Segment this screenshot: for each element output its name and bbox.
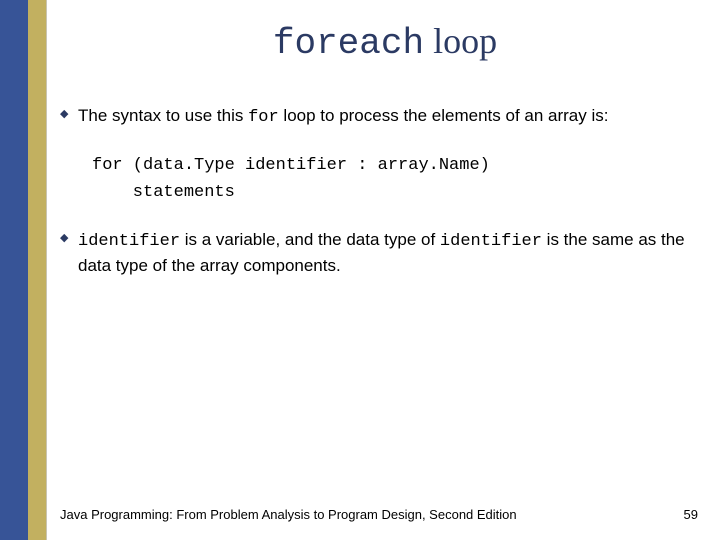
code-block: for (data.Type identifier : array.Name) …	[92, 152, 710, 206]
decorative-stripe-line	[46, 0, 47, 540]
slide-content: foreach loop The syntax to use this for …	[60, 0, 710, 540]
page-number: 59	[684, 507, 698, 522]
bullet-list: identifier is a variable, and the data t…	[60, 228, 710, 278]
decorative-stripe-gold	[28, 0, 46, 540]
list-item: identifier is a variable, and the data t…	[60, 228, 710, 278]
footer-text: Java Programming: From Problem Analysis …	[60, 507, 517, 522]
list-item: The syntax to use this for loop to proce…	[60, 104, 710, 130]
title-mono: foreach	[273, 23, 424, 64]
slide-title: foreach loop	[60, 20, 710, 64]
bullet-list: The syntax to use this for loop to proce…	[60, 104, 710, 130]
title-rest: loop	[424, 21, 497, 61]
